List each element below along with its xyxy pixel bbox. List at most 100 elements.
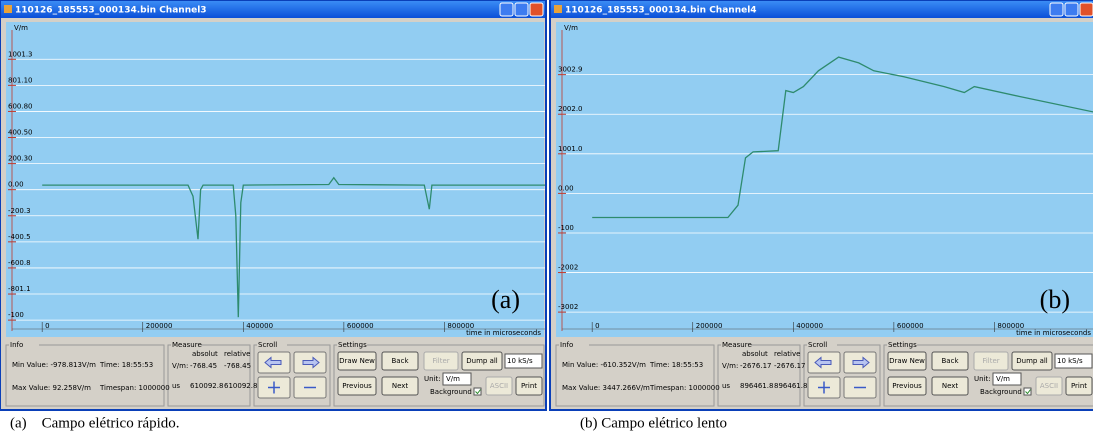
arrow-icon bbox=[302, 356, 320, 369]
button[interactable] bbox=[931, 351, 969, 371]
plot-area bbox=[6, 22, 544, 337]
group-box bbox=[803, 344, 881, 407]
button[interactable] bbox=[381, 351, 419, 371]
check bbox=[1025, 389, 1031, 395]
unit-input[interactable] bbox=[442, 372, 472, 386]
measure-unit: V/m: bbox=[722, 362, 738, 370]
measure-value: -2676.17 bbox=[774, 362, 805, 370]
button[interactable] bbox=[337, 376, 377, 396]
x-tick-label: 600000 bbox=[347, 322, 374, 330]
group-box-label: Info bbox=[10, 341, 23, 349]
time: Time: 18:55:53 bbox=[649, 361, 703, 369]
unit-input[interactable] bbox=[992, 372, 1022, 386]
checkbox[interactable] bbox=[473, 387, 482, 396]
y-tick-label: 0.00 bbox=[558, 184, 574, 192]
button[interactable] bbox=[1035, 376, 1063, 396]
group-box-label: Measure bbox=[722, 341, 752, 349]
timespan: Timespan: 1000000 bbox=[99, 384, 170, 392]
window: 110126_185553_000134.bin Channel3 V/m 1001… bbox=[0, 0, 547, 431]
y-tick-label: -200.3 bbox=[8, 207, 31, 215]
y-unit: V/m bbox=[564, 24, 578, 32]
y-tick-label: 1001.3 bbox=[8, 50, 33, 58]
app-icon bbox=[554, 5, 562, 13]
button-label: Filter bbox=[432, 357, 449, 365]
group-box bbox=[253, 344, 331, 407]
measure-value: -768.45 bbox=[224, 362, 251, 370]
button[interactable] bbox=[515, 376, 543, 396]
button[interactable] bbox=[423, 351, 459, 371]
group-box-label-bg bbox=[171, 341, 201, 349]
measure-header: absolut bbox=[192, 350, 218, 358]
group-box-label: Scroll bbox=[258, 341, 277, 349]
button[interactable] bbox=[1011, 351, 1053, 371]
group-box bbox=[333, 344, 545, 407]
button[interactable] bbox=[337, 351, 377, 371]
button-label: Print bbox=[521, 382, 537, 390]
close-button[interactable] bbox=[1079, 2, 1093, 17]
caption: (a) Campo elétrico rápido. bbox=[10, 415, 180, 431]
group-box-label-bg bbox=[807, 341, 837, 349]
y-tick-label: -600.8 bbox=[8, 259, 31, 267]
group-box bbox=[5, 344, 165, 407]
button[interactable] bbox=[931, 376, 969, 396]
measure-value: 896461.8 bbox=[774, 382, 807, 390]
button[interactable] bbox=[973, 351, 1009, 371]
plot-area bbox=[556, 22, 1093, 337]
unit-value: V/m bbox=[446, 375, 460, 383]
x-tick-label: 600000 bbox=[897, 322, 924, 330]
measure-header: absolut bbox=[742, 350, 768, 358]
y-tick-label: -100 bbox=[558, 224, 574, 232]
annotation: (a) bbox=[491, 285, 520, 314]
y-tick-label: 3002.9 bbox=[558, 66, 583, 74]
x-tick-label: 200000 bbox=[146, 322, 173, 330]
min-value: Min Value: -610.352V/m bbox=[562, 361, 646, 369]
window-button[interactable] bbox=[499, 2, 514, 17]
group-box-label-bg bbox=[887, 341, 917, 349]
group-box-label-bg bbox=[559, 341, 589, 349]
background-label: Background bbox=[980, 388, 1022, 396]
button[interactable] bbox=[1065, 376, 1093, 396]
rate-select[interactable] bbox=[1054, 353, 1093, 369]
button[interactable] bbox=[485, 376, 513, 396]
group-box-label-bg bbox=[721, 341, 751, 349]
rate-select[interactable] bbox=[504, 353, 543, 369]
close-button[interactable] bbox=[529, 2, 544, 17]
y-tick-label: 801.10 bbox=[8, 76, 33, 84]
measure-unit: us bbox=[172, 382, 180, 390]
x-tick-label: 400000 bbox=[796, 322, 823, 330]
app-icon bbox=[4, 5, 12, 13]
button[interactable] bbox=[887, 376, 927, 396]
button-label: Previous bbox=[892, 382, 922, 390]
check bbox=[475, 389, 481, 395]
window-button[interactable] bbox=[1049, 2, 1064, 17]
x-tick-label: 200000 bbox=[696, 322, 723, 330]
button-label: ASCII bbox=[1040, 382, 1058, 390]
y-tick-label: -801.1 bbox=[8, 285, 31, 293]
unit-value: V/m bbox=[996, 375, 1010, 383]
button[interactable] bbox=[461, 351, 503, 371]
arrow-icon bbox=[264, 356, 282, 369]
time: Time: 18:55:53 bbox=[99, 361, 153, 369]
x-tick-label: 800000 bbox=[997, 322, 1024, 330]
arrow-icon bbox=[852, 356, 870, 369]
button[interactable] bbox=[381, 376, 419, 396]
measure-unit: V/m: bbox=[172, 362, 188, 370]
button-label: Filter bbox=[982, 357, 999, 365]
group-box-label: Scroll bbox=[808, 341, 827, 349]
checkbox[interactable] bbox=[1023, 387, 1032, 396]
data-line bbox=[42, 176, 545, 318]
button[interactable] bbox=[887, 351, 927, 371]
window-button[interactable] bbox=[1064, 2, 1079, 17]
arrow-icon bbox=[814, 356, 832, 369]
group-box bbox=[555, 344, 715, 407]
group-box-label: Measure bbox=[172, 341, 202, 349]
y-tick-label: 400.50 bbox=[8, 129, 33, 137]
button-label: Back bbox=[392, 357, 410, 365]
window-button[interactable] bbox=[514, 2, 529, 17]
measure-value: -2676.17 bbox=[740, 362, 771, 370]
group-box-label: Settings bbox=[338, 341, 367, 349]
group-box-label-bg bbox=[9, 341, 39, 349]
timespan: Timespan: 1000000 bbox=[649, 384, 720, 392]
button-label: Next bbox=[942, 382, 959, 390]
